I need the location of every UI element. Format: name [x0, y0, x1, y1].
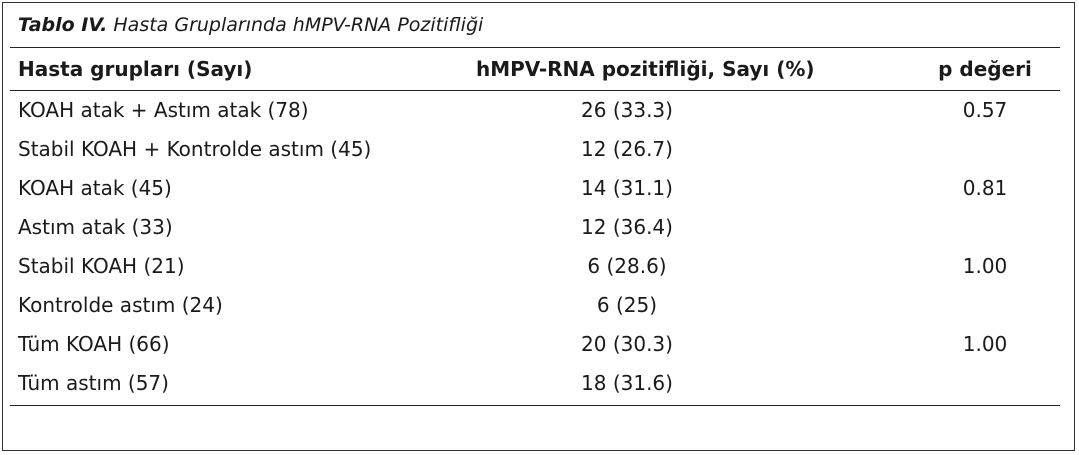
- top-rule: [10, 47, 1060, 48]
- table-row: KOAH atak + Astım atak (78) 26 (33.3) 0.…: [10, 91, 1060, 130]
- p-value-cell: [935, 364, 1035, 403]
- column-header-positivity: hMPV-RNA pozitifliği, Sayı (%): [476, 57, 815, 81]
- group-cell: KOAH atak + Astım atak (78): [18, 98, 309, 122]
- group-cell: Astım atak (33): [18, 215, 173, 239]
- positivity-cell: 14 (31.1): [581, 176, 673, 200]
- caption-label: Tablo IV.: [18, 14, 108, 36]
- table-row: Kontrolde astım (24) 6 (25): [10, 286, 1060, 325]
- table-row: Tüm astım (57) 18 (31.6): [10, 364, 1060, 403]
- column-header-p-value: p değeri: [938, 57, 1032, 81]
- column-header-group: Hasta grupları (Sayı): [18, 57, 253, 81]
- positivity-cell: 12 (26.7): [581, 137, 673, 161]
- table-row: Tüm KOAH (66) 20 (30.3) 1.00: [10, 325, 1060, 364]
- p-value-cell: 1.00: [962, 332, 1008, 356]
- group-cell: Stabil KOAH (21): [18, 254, 185, 278]
- p-value-cell: [935, 130, 1035, 169]
- positivity-cell: 20 (30.3): [581, 332, 673, 356]
- table-caption: Tablo IV. Hasta Gruplarında hMPV-RNA Poz…: [18, 14, 483, 36]
- table-row: Stabil KOAH (21) 6 (28.6) 1.00: [10, 247, 1060, 286]
- table-header-row: Hasta grupları (Sayı) hMPV-RNA pozitifli…: [10, 50, 1060, 89]
- header-rule: [10, 90, 1060, 91]
- p-value-cell: 1.00: [962, 254, 1008, 278]
- caption-title: Hasta Gruplarında hMPV-RNA Pozitifliği: [113, 14, 484, 36]
- positivity-cell: 6 (28.6): [587, 254, 667, 278]
- positivity-cell: 18 (31.6): [581, 371, 673, 395]
- table-row: KOAH atak (45) 14 (31.1) 0.81: [10, 169, 1060, 208]
- positivity-cell: 6 (25): [596, 293, 658, 317]
- p-value-cell: 0.81: [962, 176, 1008, 200]
- group-cell: KOAH atak (45): [18, 176, 172, 200]
- positivity-cell: 12 (36.4): [581, 215, 673, 239]
- p-value-cell: [935, 208, 1035, 247]
- p-value-cell: 0.57: [962, 98, 1008, 122]
- group-cell: Tüm astım (57): [18, 371, 169, 395]
- group-cell: Kontrolde astım (24): [18, 293, 223, 317]
- group-cell: Stabil KOAH + Kontrolde astım (45): [18, 137, 372, 161]
- table-row: Astım atak (33) 12 (36.4): [10, 208, 1060, 247]
- bottom-rule: [10, 405, 1060, 406]
- p-value-cell: [935, 286, 1035, 325]
- table-row: Stabil KOAH + Kontrolde astım (45) 12 (2…: [10, 130, 1060, 169]
- group-cell: Tüm KOAH (66): [18, 332, 170, 356]
- positivity-cell: 26 (33.3): [581, 98, 673, 122]
